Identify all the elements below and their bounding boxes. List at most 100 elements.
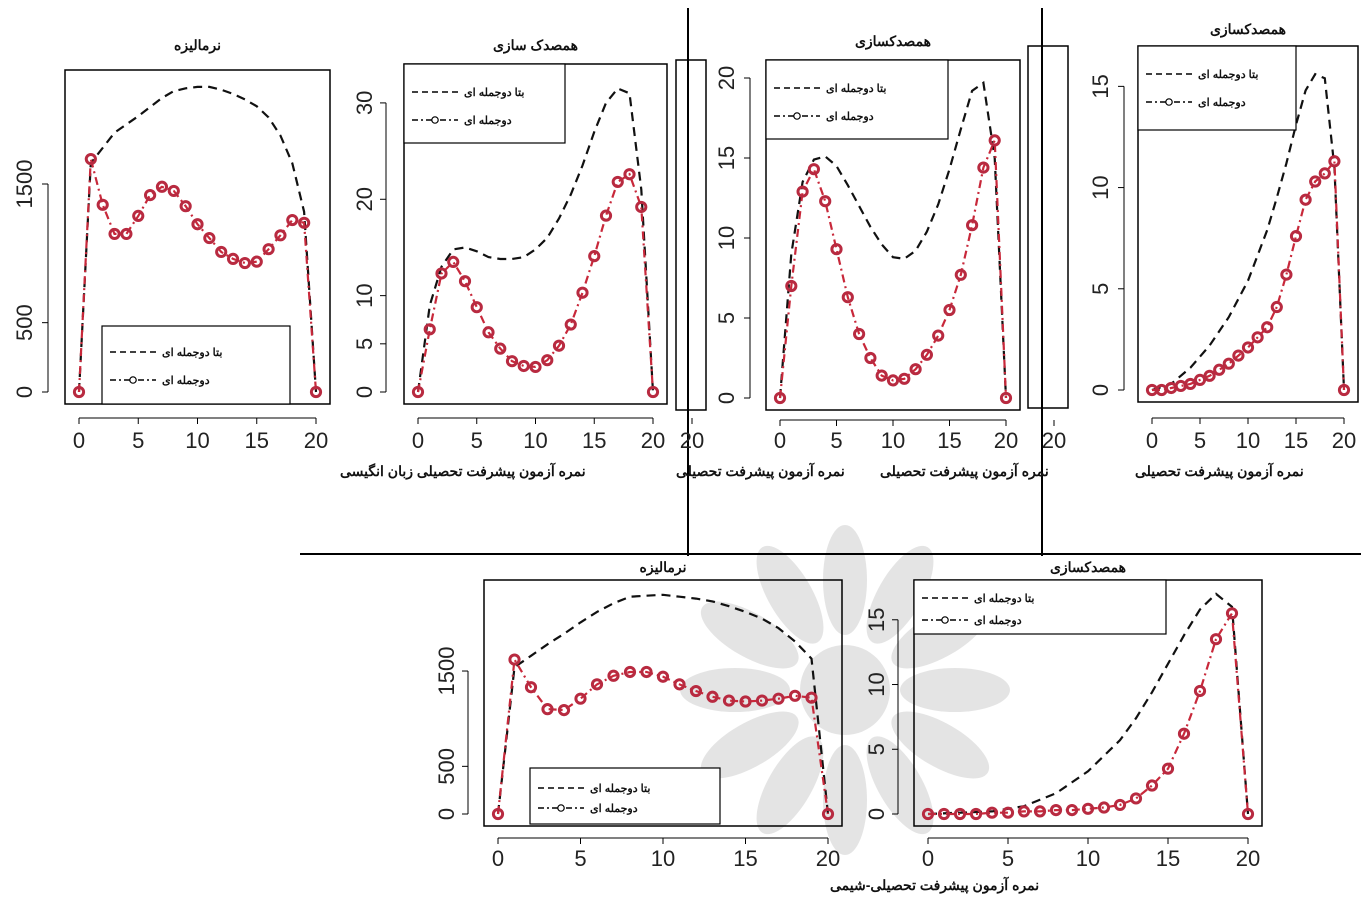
x-axis-label: نمره آزمون پیشرفت تحصیلی	[880, 462, 1049, 480]
series-binomial-point	[96, 198, 109, 211]
series-binomial-point	[1129, 792, 1143, 805]
x-tick-label: 5	[132, 428, 144, 453]
y-tick-label: 0	[714, 392, 739, 404]
x-tick-label: 0	[774, 428, 786, 453]
legend-label-binomial: دوجمله ای	[1198, 97, 1246, 109]
series-binomial-line	[1152, 158, 1346, 392]
series-binomial-point	[1184, 377, 1197, 391]
watermark-petal	[866, 545, 934, 644]
legend-box	[1137, 45, 1297, 131]
series-binomial-point	[739, 695, 752, 708]
series-binomial-point	[482, 326, 495, 339]
series-binomial-point	[1033, 805, 1047, 818]
chart-title: همصدک سازی	[493, 37, 578, 54]
series-binomial-point	[830, 243, 843, 256]
y-tick-label: 500	[12, 304, 37, 341]
series-binomial-point	[309, 385, 323, 399]
x-tick-label: 15	[937, 428, 961, 453]
x-tick-label: 15	[1156, 846, 1180, 871]
series-binomial-line	[778, 139, 1008, 399]
series-binomial-point	[215, 245, 228, 259]
legend-box	[403, 63, 566, 144]
series-beta-binomial-line	[416, 87, 655, 393]
series-binomial-point	[953, 807, 967, 821]
legend-box	[913, 579, 1167, 635]
series-binomial-point	[805, 691, 818, 704]
series-binomial-point	[1213, 363, 1226, 376]
watermark-petal	[680, 668, 790, 712]
plot-frame	[1027, 45, 1069, 409]
series-binomial-point	[1261, 321, 1274, 334]
series-binomial-point	[864, 351, 877, 365]
series-binomial-point	[72, 385, 86, 399]
x-tick-label: 20	[816, 846, 840, 871]
legend-swatch-binomial-marker	[129, 376, 137, 384]
legend-label-beta-binomial: بتا دوجمله ای	[974, 593, 1034, 605]
y-tick-label: 30	[352, 91, 377, 115]
series-binomial-point	[1145, 779, 1159, 792]
series-binomial-point	[755, 694, 769, 707]
series-binomial-point	[937, 807, 951, 821]
series-binomial-point	[203, 231, 216, 245]
legend-swatch-binomial-marker	[941, 616, 949, 624]
chart-title: همصدکسازی	[1050, 559, 1126, 576]
x-tick-label: 20	[1332, 428, 1356, 453]
series-binomial-point	[611, 175, 624, 189]
series-binomial-point	[179, 200, 192, 213]
series-binomial-point	[1280, 268, 1293, 281]
x-tick-label: 20	[1236, 846, 1260, 871]
series-binomial-point	[250, 255, 263, 268]
x-axis-label: نمره آزمون پیشرفت تحصیلی	[1135, 462, 1304, 480]
watermark-petal	[756, 736, 824, 835]
x-axis-label: نمره آزمون پیشرفت تحصیلی زبان انگیسی	[340, 462, 586, 480]
watermark-petal	[823, 525, 867, 635]
x-axis-label: نمره آزمون پیشرفت تحصیلی	[676, 462, 845, 480]
series-binomial-point	[656, 670, 670, 683]
series-binomial-point	[1222, 357, 1235, 370]
x-tick-label: 5	[574, 846, 586, 871]
series-binomial-point	[238, 256, 251, 270]
series-binomial-point	[524, 681, 538, 694]
y-tick-label: 5	[714, 312, 739, 324]
series-binomial-point	[898, 372, 911, 385]
legend-box	[101, 325, 291, 405]
legend: بتا دوجمله ای دوجمله ای	[101, 325, 291, 405]
x-tick-label: 10	[523, 428, 547, 453]
legend-label-beta-binomial: بتا دوجمله ای	[590, 783, 650, 795]
y-tick-label: 15	[714, 146, 739, 170]
series-binomial-line	[416, 172, 655, 393]
series-binomial-point	[574, 692, 587, 705]
y-tick-label: 5	[1088, 283, 1113, 295]
series-binomial-line	[77, 158, 318, 393]
watermark-petal	[756, 545, 824, 644]
series-binomial-point	[954, 268, 967, 281]
series-beta-binomial-line	[927, 592, 1250, 816]
series-binomial-point	[640, 665, 653, 679]
legend-swatch-binomial-marker	[557, 804, 565, 812]
series-binomial-point	[1065, 804, 1079, 817]
series-binomial-point	[423, 323, 436, 336]
series-binomial-point	[1270, 300, 1283, 314]
legend-label-binomial: دوجمله ای	[590, 803, 638, 815]
watermark-petal	[823, 745, 867, 855]
series-binomial-point	[226, 252, 240, 265]
series-binomial-point	[1049, 804, 1063, 817]
y-tick-label: 10	[1088, 175, 1113, 199]
series-binomial-point	[1299, 193, 1312, 206]
series-binomial-point	[491, 807, 505, 821]
watermark-petal	[700, 711, 799, 779]
series-binomial-point	[298, 216, 311, 229]
series-binomial-point	[1241, 341, 1255, 354]
watermark-rosette	[680, 525, 1010, 855]
plot-frame	[483, 579, 843, 827]
legend-label-beta-binomial: بتا دوجمله ای	[162, 347, 222, 359]
x-tick-label: 0	[492, 846, 504, 871]
x-tick-label: 5	[830, 428, 842, 453]
series-binomial-point	[821, 807, 835, 821]
series-binomial-point	[969, 807, 983, 821]
series-binomial-point	[921, 807, 935, 821]
series-binomial-point	[541, 703, 554, 716]
series-binomial-point	[788, 689, 802, 702]
series-binomial-point	[785, 279, 798, 293]
